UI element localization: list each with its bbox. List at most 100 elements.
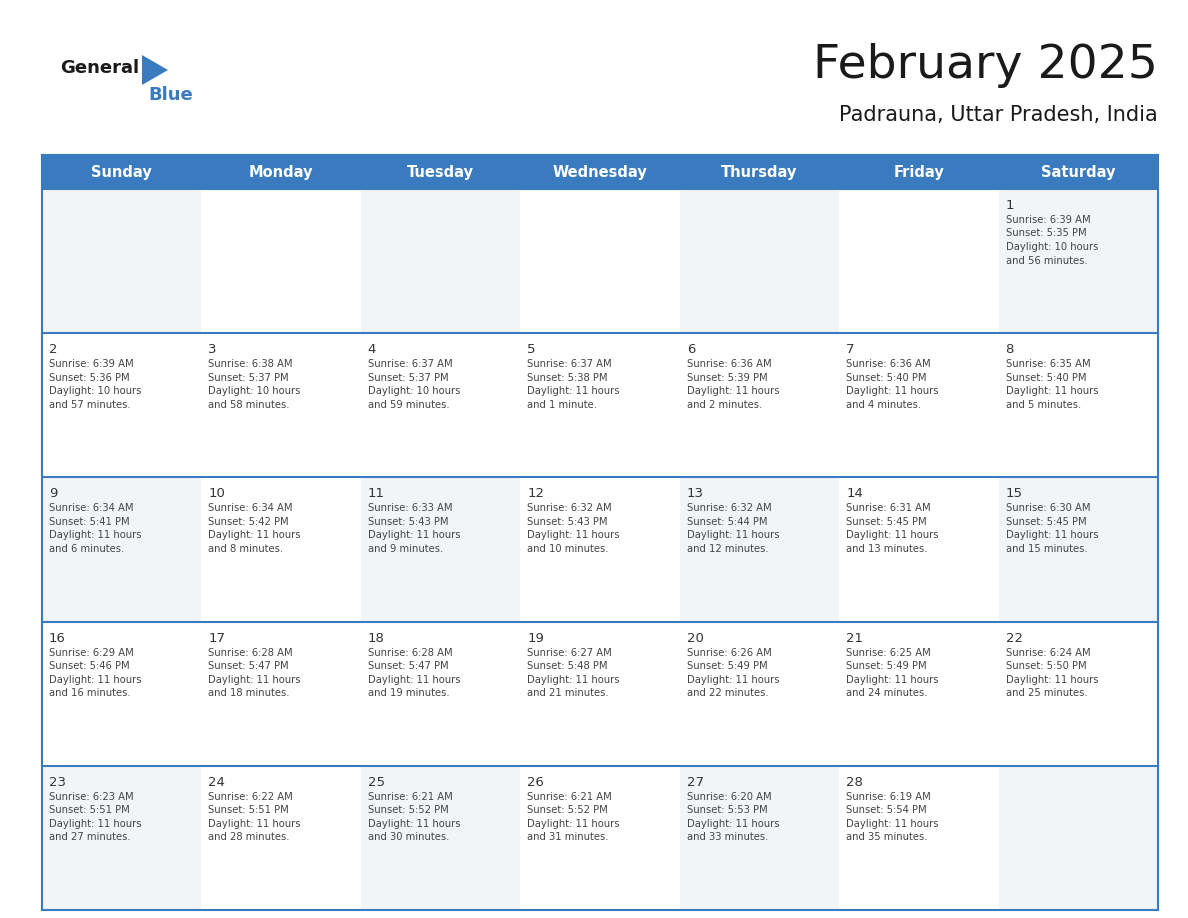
Text: 6: 6 [687, 343, 695, 356]
Text: and 9 minutes.: and 9 minutes. [368, 543, 443, 554]
Text: Daylight: 11 hours: Daylight: 11 hours [687, 819, 779, 829]
Text: 11: 11 [368, 487, 385, 500]
Text: Sunset: 5:43 PM: Sunset: 5:43 PM [527, 517, 608, 527]
Text: and 2 minutes.: and 2 minutes. [687, 399, 762, 409]
Text: Sunset: 5:52 PM: Sunset: 5:52 PM [368, 805, 449, 815]
Text: 9: 9 [49, 487, 57, 500]
Text: Sunset: 5:43 PM: Sunset: 5:43 PM [368, 517, 448, 527]
Text: 22: 22 [1005, 632, 1023, 644]
Text: and 58 minutes.: and 58 minutes. [208, 399, 290, 409]
Text: and 16 minutes.: and 16 minutes. [49, 688, 131, 698]
Text: Sunrise: 6:36 AM: Sunrise: 6:36 AM [687, 359, 771, 369]
Text: Sunrise: 6:29 AM: Sunrise: 6:29 AM [49, 647, 134, 657]
Text: Sunrise: 6:37 AM: Sunrise: 6:37 AM [527, 359, 612, 369]
Bar [202, 333, 361, 477]
Bar [42, 333, 1158, 477]
Text: Sunrise: 6:28 AM: Sunrise: 6:28 AM [208, 647, 293, 657]
Text: Daylight: 11 hours: Daylight: 11 hours [208, 531, 301, 541]
Text: Sunrise: 6:35 AM: Sunrise: 6:35 AM [1005, 359, 1091, 369]
Bar [202, 621, 361, 766]
Text: Sunset: 5:54 PM: Sunset: 5:54 PM [846, 805, 927, 815]
Text: 5: 5 [527, 343, 536, 356]
Text: 10: 10 [208, 487, 226, 500]
Text: and 57 minutes.: and 57 minutes. [49, 399, 131, 409]
Text: Sunrise: 6:21 AM: Sunrise: 6:21 AM [368, 792, 453, 801]
Text: and 10 minutes.: and 10 minutes. [527, 543, 608, 554]
Text: Monday: Monday [249, 164, 314, 180]
Bar [839, 621, 999, 766]
Text: 15: 15 [1005, 487, 1023, 500]
Text: Sunset: 5:49 PM: Sunset: 5:49 PM [687, 661, 767, 671]
Text: Sunrise: 6:39 AM: Sunrise: 6:39 AM [1005, 215, 1091, 225]
Text: and 22 minutes.: and 22 minutes. [687, 688, 769, 698]
Text: Daylight: 11 hours: Daylight: 11 hours [1005, 386, 1098, 397]
Text: and 24 minutes.: and 24 minutes. [846, 688, 928, 698]
Text: 20: 20 [687, 632, 703, 644]
Text: Daylight: 11 hours: Daylight: 11 hours [49, 531, 141, 541]
Text: and 35 minutes.: and 35 minutes. [846, 833, 928, 843]
Text: 4: 4 [368, 343, 377, 356]
Text: Daylight: 11 hours: Daylight: 11 hours [368, 819, 461, 829]
Text: and 19 minutes.: and 19 minutes. [368, 688, 449, 698]
Text: Saturday: Saturday [1041, 164, 1116, 180]
Text: 21: 21 [846, 632, 864, 644]
Bar [839, 766, 999, 910]
Text: Sunrise: 6:36 AM: Sunrise: 6:36 AM [846, 359, 930, 369]
Text: Sunrise: 6:38 AM: Sunrise: 6:38 AM [208, 359, 293, 369]
Text: and 59 minutes.: and 59 minutes. [368, 399, 449, 409]
Bar [42, 621, 1158, 766]
Text: Sunrise: 6:39 AM: Sunrise: 6:39 AM [49, 359, 133, 369]
Text: Daylight: 11 hours: Daylight: 11 hours [49, 819, 141, 829]
Text: Daylight: 10 hours: Daylight: 10 hours [208, 386, 301, 397]
Text: and 4 minutes.: and 4 minutes. [846, 399, 921, 409]
Text: Daylight: 11 hours: Daylight: 11 hours [368, 531, 461, 541]
Text: Daylight: 11 hours: Daylight: 11 hours [687, 386, 779, 397]
Text: Sunrise: 6:32 AM: Sunrise: 6:32 AM [687, 503, 771, 513]
Text: Sunday: Sunday [91, 164, 152, 180]
Text: Sunset: 5:44 PM: Sunset: 5:44 PM [687, 517, 767, 527]
Bar [42, 766, 1158, 910]
Text: and 27 minutes.: and 27 minutes. [49, 833, 131, 843]
Text: Sunset: 5:46 PM: Sunset: 5:46 PM [49, 661, 129, 671]
Bar [520, 189, 680, 333]
Text: Daylight: 11 hours: Daylight: 11 hours [687, 531, 779, 541]
Text: Sunrise: 6:28 AM: Sunrise: 6:28 AM [368, 647, 453, 657]
Text: Sunset: 5:42 PM: Sunset: 5:42 PM [208, 517, 289, 527]
Text: and 6 minutes.: and 6 minutes. [49, 543, 125, 554]
Text: Daylight: 10 hours: Daylight: 10 hours [49, 386, 141, 397]
Text: Sunset: 5:37 PM: Sunset: 5:37 PM [208, 373, 289, 383]
Text: and 5 minutes.: and 5 minutes. [1005, 399, 1081, 409]
Text: Sunrise: 6:33 AM: Sunrise: 6:33 AM [368, 503, 453, 513]
Text: and 21 minutes.: and 21 minutes. [527, 688, 609, 698]
Bar [520, 333, 680, 477]
Bar [42, 477, 1158, 621]
Text: Sunrise: 6:37 AM: Sunrise: 6:37 AM [368, 359, 453, 369]
Bar [42, 189, 1158, 333]
Bar [839, 189, 999, 333]
Text: Sunrise: 6:26 AM: Sunrise: 6:26 AM [687, 647, 771, 657]
Text: and 18 minutes.: and 18 minutes. [208, 688, 290, 698]
Bar [839, 477, 999, 621]
Text: 14: 14 [846, 487, 862, 500]
Text: Sunrise: 6:30 AM: Sunrise: 6:30 AM [1005, 503, 1091, 513]
Text: 12: 12 [527, 487, 544, 500]
Text: Daylight: 11 hours: Daylight: 11 hours [1005, 531, 1098, 541]
Text: and 30 minutes.: and 30 minutes. [368, 833, 449, 843]
Text: 1: 1 [1005, 199, 1015, 212]
Text: Daylight: 11 hours: Daylight: 11 hours [846, 675, 939, 685]
Text: Sunset: 5:51 PM: Sunset: 5:51 PM [208, 805, 289, 815]
Text: and 15 minutes.: and 15 minutes. [1005, 543, 1087, 554]
Text: Daylight: 11 hours: Daylight: 11 hours [49, 675, 141, 685]
Text: 13: 13 [687, 487, 703, 500]
Text: Sunset: 5:45 PM: Sunset: 5:45 PM [1005, 517, 1086, 527]
Text: Daylight: 11 hours: Daylight: 11 hours [527, 531, 620, 541]
Text: 16: 16 [49, 632, 65, 644]
Text: Daylight: 11 hours: Daylight: 11 hours [208, 819, 301, 829]
Text: Daylight: 11 hours: Daylight: 11 hours [846, 819, 939, 829]
Bar [839, 333, 999, 477]
Text: Daylight: 10 hours: Daylight: 10 hours [368, 386, 460, 397]
Bar [202, 189, 361, 333]
Text: Blue: Blue [148, 86, 192, 104]
Text: 2: 2 [49, 343, 57, 356]
Text: Daylight: 11 hours: Daylight: 11 hours [208, 675, 301, 685]
